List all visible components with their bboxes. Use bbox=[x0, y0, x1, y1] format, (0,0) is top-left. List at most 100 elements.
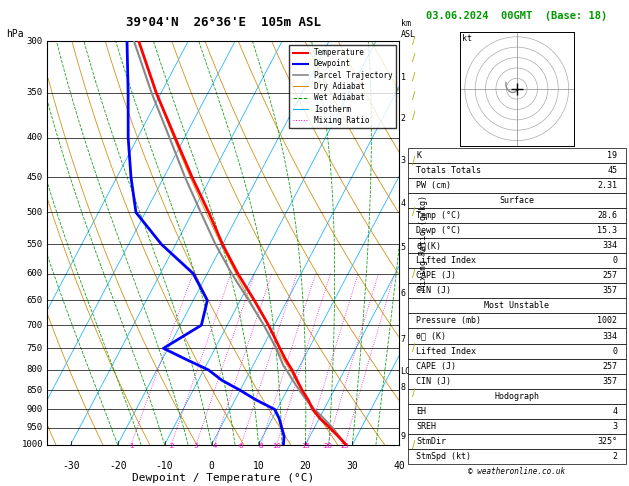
Bar bbox=[408, 193, 626, 208]
Text: -20: -20 bbox=[109, 461, 126, 471]
Text: -10: -10 bbox=[156, 461, 174, 471]
Text: 5: 5 bbox=[401, 243, 406, 252]
Text: /: / bbox=[411, 208, 415, 217]
Bar bbox=[408, 449, 626, 464]
Bar bbox=[408, 148, 626, 163]
Text: Dewpoint / Temperature (°C): Dewpoint / Temperature (°C) bbox=[132, 473, 314, 483]
Text: CIN (J): CIN (J) bbox=[416, 377, 452, 385]
Text: 2: 2 bbox=[169, 443, 174, 449]
Text: 800: 800 bbox=[27, 365, 43, 374]
Text: 650: 650 bbox=[27, 296, 43, 305]
Text: 3: 3 bbox=[612, 422, 617, 431]
Text: 6: 6 bbox=[401, 289, 406, 297]
Text: 325°: 325° bbox=[597, 436, 617, 446]
Text: 1: 1 bbox=[129, 443, 133, 449]
Text: /: / bbox=[411, 53, 415, 64]
Text: 39°04'N  26°36'E  105m ASL: 39°04'N 26°36'E 105m ASL bbox=[126, 16, 321, 29]
Bar bbox=[408, 344, 626, 359]
Text: 4: 4 bbox=[612, 407, 617, 416]
Text: 357: 357 bbox=[602, 377, 617, 385]
Legend: Temperature, Dewpoint, Parcel Trajectory, Dry Adiabat, Wet Adiabat, Isotherm, Mi: Temperature, Dewpoint, Parcel Trajectory… bbox=[289, 45, 396, 128]
Bar bbox=[408, 224, 626, 238]
Text: Totals Totals: Totals Totals bbox=[416, 166, 481, 175]
Text: 600: 600 bbox=[27, 269, 43, 278]
Text: 8: 8 bbox=[259, 443, 263, 449]
Text: 334: 334 bbox=[602, 242, 617, 250]
Text: EH: EH bbox=[416, 407, 426, 416]
Text: 257: 257 bbox=[602, 362, 617, 370]
Text: 450: 450 bbox=[27, 173, 43, 182]
Text: 750: 750 bbox=[27, 344, 43, 353]
Text: SREH: SREH bbox=[416, 422, 437, 431]
Bar bbox=[408, 163, 626, 178]
Bar bbox=[408, 268, 626, 283]
Text: 19: 19 bbox=[607, 151, 617, 160]
Bar bbox=[408, 238, 626, 253]
Bar bbox=[408, 329, 626, 344]
Bar bbox=[408, 253, 626, 268]
Text: /: / bbox=[411, 36, 415, 46]
Text: 4: 4 bbox=[401, 199, 406, 208]
Bar bbox=[408, 178, 626, 193]
Text: 0: 0 bbox=[209, 461, 214, 471]
Text: 15.3: 15.3 bbox=[597, 226, 617, 235]
Bar bbox=[408, 418, 626, 434]
Text: 2.31: 2.31 bbox=[597, 181, 617, 191]
Text: /: / bbox=[411, 269, 415, 278]
Text: -30: -30 bbox=[62, 461, 79, 471]
Text: CIN (J): CIN (J) bbox=[416, 286, 452, 295]
Text: CAPE (J): CAPE (J) bbox=[416, 271, 456, 280]
Text: Surface: Surface bbox=[499, 196, 534, 205]
Text: 500: 500 bbox=[27, 208, 43, 217]
Text: 3: 3 bbox=[194, 443, 198, 449]
Text: 0: 0 bbox=[612, 257, 617, 265]
Text: 7: 7 bbox=[401, 335, 406, 344]
Text: StmSpd (kt): StmSpd (kt) bbox=[416, 451, 471, 461]
Bar bbox=[408, 283, 626, 298]
Text: Dewp (°C): Dewp (°C) bbox=[416, 226, 461, 235]
Text: © weatheronline.co.uk: © weatheronline.co.uk bbox=[468, 467, 565, 476]
Text: 9: 9 bbox=[401, 432, 406, 441]
Text: 45: 45 bbox=[607, 166, 617, 175]
Text: hPa: hPa bbox=[6, 29, 24, 39]
Text: 950: 950 bbox=[27, 423, 43, 432]
Text: Hodograph: Hodograph bbox=[494, 392, 539, 400]
Text: /: / bbox=[411, 91, 415, 101]
Text: 700: 700 bbox=[27, 321, 43, 330]
Text: 900: 900 bbox=[27, 405, 43, 414]
Text: 10: 10 bbox=[253, 461, 264, 471]
Text: 1002: 1002 bbox=[597, 316, 617, 326]
Text: 28.6: 28.6 bbox=[597, 211, 617, 220]
Text: 257: 257 bbox=[602, 271, 617, 280]
Text: 10: 10 bbox=[272, 443, 281, 449]
Text: θᴀ (K): θᴀ (K) bbox=[416, 331, 447, 341]
Text: 400: 400 bbox=[27, 133, 43, 142]
Bar bbox=[408, 298, 626, 313]
Text: 6: 6 bbox=[239, 443, 243, 449]
Text: K: K bbox=[416, 151, 421, 160]
Text: Temp (°C): Temp (°C) bbox=[416, 211, 461, 220]
Text: /: / bbox=[411, 343, 415, 353]
Bar bbox=[408, 434, 626, 449]
Text: Pressure (mb): Pressure (mb) bbox=[416, 316, 481, 326]
Text: Lifted Index: Lifted Index bbox=[416, 347, 476, 356]
Text: Most Unstable: Most Unstable bbox=[484, 301, 549, 311]
Text: kt: kt bbox=[462, 34, 472, 43]
Text: StmDir: StmDir bbox=[416, 436, 447, 446]
Text: CAPE (J): CAPE (J) bbox=[416, 362, 456, 370]
Text: 25: 25 bbox=[340, 443, 349, 449]
Bar bbox=[408, 389, 626, 403]
Text: Lifted Index: Lifted Index bbox=[416, 257, 476, 265]
Text: 40: 40 bbox=[394, 461, 405, 471]
Text: 3: 3 bbox=[401, 156, 406, 165]
Text: 357: 357 bbox=[602, 286, 617, 295]
Bar bbox=[408, 403, 626, 418]
Text: /: / bbox=[411, 71, 415, 82]
Text: PW (cm): PW (cm) bbox=[416, 181, 452, 191]
Bar bbox=[408, 374, 626, 389]
Text: 20: 20 bbox=[323, 443, 332, 449]
Text: 8: 8 bbox=[401, 383, 406, 392]
Text: /: / bbox=[411, 388, 415, 398]
Bar bbox=[408, 208, 626, 224]
Text: 2: 2 bbox=[612, 451, 617, 461]
